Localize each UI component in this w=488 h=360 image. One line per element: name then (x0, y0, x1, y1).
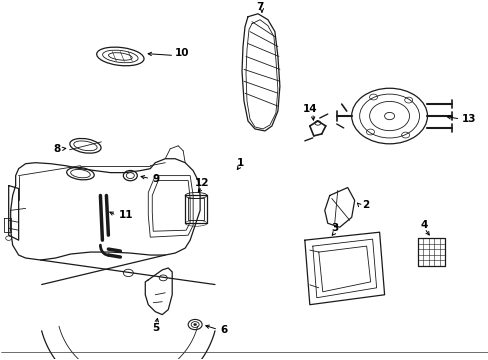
Text: 14: 14 (302, 104, 317, 114)
Text: 13: 13 (461, 114, 475, 124)
Text: 10: 10 (175, 49, 189, 58)
Text: 11: 11 (118, 210, 133, 220)
Text: 8: 8 (53, 144, 61, 154)
Text: 3: 3 (330, 223, 338, 233)
Circle shape (193, 323, 196, 326)
Text: 9: 9 (152, 174, 159, 184)
Text: 7: 7 (256, 2, 263, 12)
Text: 6: 6 (220, 324, 227, 334)
Text: 2: 2 (361, 201, 368, 210)
Text: 5: 5 (152, 323, 160, 333)
Text: 12: 12 (195, 177, 209, 188)
Text: 4: 4 (420, 220, 427, 230)
Text: 1: 1 (236, 158, 243, 168)
